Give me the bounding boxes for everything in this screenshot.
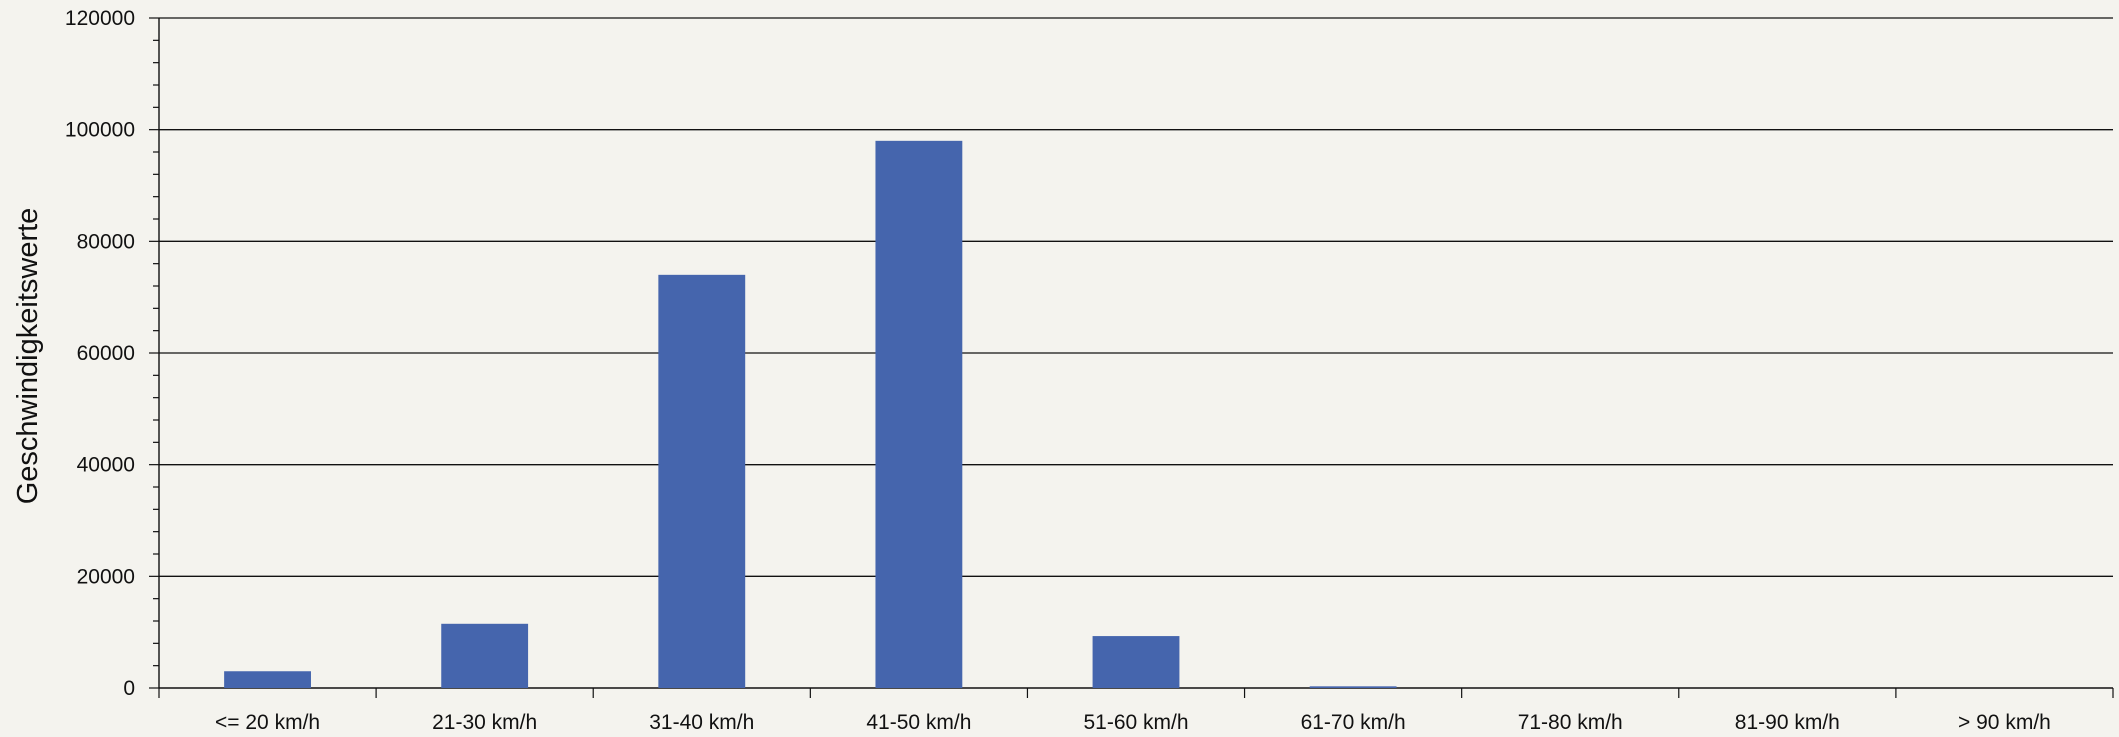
x-tick-label: 51-60 km/h: [1083, 711, 1188, 734]
x-tick-label: 41-50 km/h: [866, 711, 971, 734]
y-tick-label: 40000: [77, 454, 135, 477]
y-tick-label: 60000: [77, 342, 135, 365]
x-tick-label: 81-90 km/h: [1735, 711, 1840, 734]
bar: [441, 623, 529, 688]
x-tick-label: 71-80 km/h: [1518, 711, 1623, 734]
x-tick-label: 31-40 km/h: [649, 711, 754, 734]
bar: [224, 671, 311, 688]
bar: [875, 140, 963, 689]
y-tick-label: 100000: [65, 119, 135, 142]
bar: [1309, 686, 1397, 688]
x-tick-label: 61-70 km/h: [1301, 711, 1406, 734]
x-tick-label: 21-30 km/h: [432, 711, 537, 734]
bars: [224, 140, 1397, 689]
bar: [658, 274, 746, 688]
y-axis-title: Geschwindigkeitswerte: [12, 208, 44, 505]
y-tick-label: 20000: [77, 565, 135, 588]
x-tick-label: <= 20 km/h: [215, 711, 320, 734]
bar: [1092, 636, 1180, 688]
y-axis: 0 20000 40000 60000 80000 100000 120000: [65, 7, 160, 700]
y-tick-label: 0: [123, 677, 135, 700]
y-tick-label: 80000: [77, 230, 135, 253]
gridlines: [159, 17, 2113, 577]
x-axis: <= 20 km/h 21-30 km/h 31-40 km/h 41-50 km/h…: [158, 687, 2114, 734]
x-tick-label: > 90 km/h: [1958, 711, 2051, 734]
y-tick-label: 120000: [65, 7, 135, 30]
